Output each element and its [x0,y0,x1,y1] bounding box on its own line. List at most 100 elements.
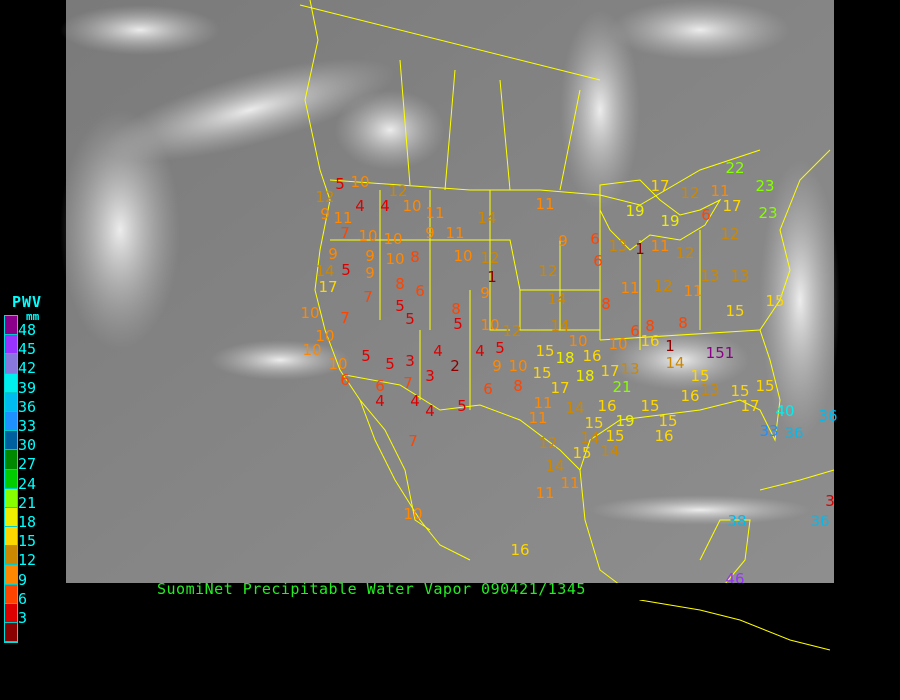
station-value: 11 [535,484,554,502]
coastline-west [304,0,431,531]
station-value: 11 [533,394,552,412]
station-value: 5 [405,310,415,328]
station-value: 15 [725,302,744,320]
legend-swatch [5,603,17,623]
station-value: 10 [328,355,347,373]
legend-swatch [5,565,17,585]
station-value: 12 [480,249,499,267]
station-value: 12 [502,322,521,340]
station-value: 8 [645,317,655,335]
station-value: 16 [597,397,616,415]
station-value: 22 [725,159,744,177]
station-value: 7 [403,374,413,392]
station-value: 15 [690,367,709,385]
legend-label: 39 [18,378,37,397]
station-value: 151 [706,344,735,362]
legend-label: 9 [18,570,28,589]
legend-swatch [5,488,17,508]
station-value: 6 [340,371,350,389]
station-value: 15 [730,382,749,400]
station-value: 3 [405,352,415,370]
legend-label: 27 [18,455,37,474]
station-value: 10 [358,227,377,245]
legend-label: 21 [18,493,37,512]
station-value: 36 [818,407,837,425]
station-value: 16 [510,541,529,559]
station-value: 11 [710,182,729,200]
station-value: 13 [608,237,627,255]
station-value: 15 [532,364,551,382]
station-value: 10 [480,316,499,334]
station-value: 17 [600,362,619,380]
station-value: 5 [495,339,505,357]
station-value: 13 [700,381,719,399]
station-value: 3 [425,367,435,385]
legend-swatch [5,584,17,604]
legend-swatch [5,450,17,470]
station-value: 13 [730,267,749,285]
gulf-coast [579,149,831,471]
station-value: 3 [825,492,835,510]
station-value: 33 [759,422,778,440]
station-value: 15 [584,414,603,432]
station-value: 14 [315,262,334,280]
station-value: 23 [758,204,777,222]
station-value: 5 [341,261,351,279]
station-value: 10 [608,335,627,353]
station-value: 14 [547,290,566,308]
station-value: 5 [457,397,467,415]
station-value: 9 [558,232,568,250]
station-value: 7 [340,309,350,327]
station-value: 15 [640,397,659,415]
legend-label: 42 [18,359,37,378]
station-value: 14 [600,442,619,460]
station-value: 5 [361,347,371,365]
legend-label: 33 [18,417,37,435]
station-value: 6 [630,322,640,340]
station-value: 9 [320,205,330,223]
station-value: 8 [678,314,688,332]
legend-swatch [5,469,17,489]
station-value: 17 [550,379,569,397]
us-canada-border [329,149,761,206]
station-value: 4 [380,197,390,215]
canada-prairie-lines [299,4,601,191]
station-value: 21 [612,378,631,396]
legend-label: 45 [18,340,37,359]
legend-swatch [5,392,17,412]
station-value: 6 [375,377,385,395]
station-value: 6 [701,206,711,224]
station-value: 8 [513,377,523,395]
station-value: 1 [635,240,645,258]
station-value: 10 [350,173,369,191]
station-value: 10 [508,357,527,375]
station-value: 6 [415,282,425,300]
station-value: 11 [620,279,639,297]
station-value: 12 [680,184,699,202]
state-lines [330,190,761,410]
great-lakes [599,179,722,251]
station-value: 13 [700,267,719,285]
legend-swatch [5,546,17,566]
station-value: 18 [555,349,574,367]
station-value: 9 [365,264,375,282]
station-value: 14 [545,457,564,475]
us-mexico-border [344,374,581,471]
station-value: 16 [640,332,659,350]
station-value: 6 [483,380,493,398]
station-value: 12 [675,244,694,262]
station-value: 17 [722,197,741,215]
station-value: 15 [658,412,677,430]
station-value: 4 [410,392,420,410]
station-value: 19 [615,412,634,430]
station-value: 17 [740,397,759,415]
station-value: 9 [492,357,502,375]
station-value: 10 [383,230,402,248]
station-value: 19 [660,212,679,230]
station-value: 12 [388,182,407,200]
legend-label: 15 [18,532,37,551]
station-value: 10 [568,332,587,350]
station-value: 38 [727,512,746,530]
